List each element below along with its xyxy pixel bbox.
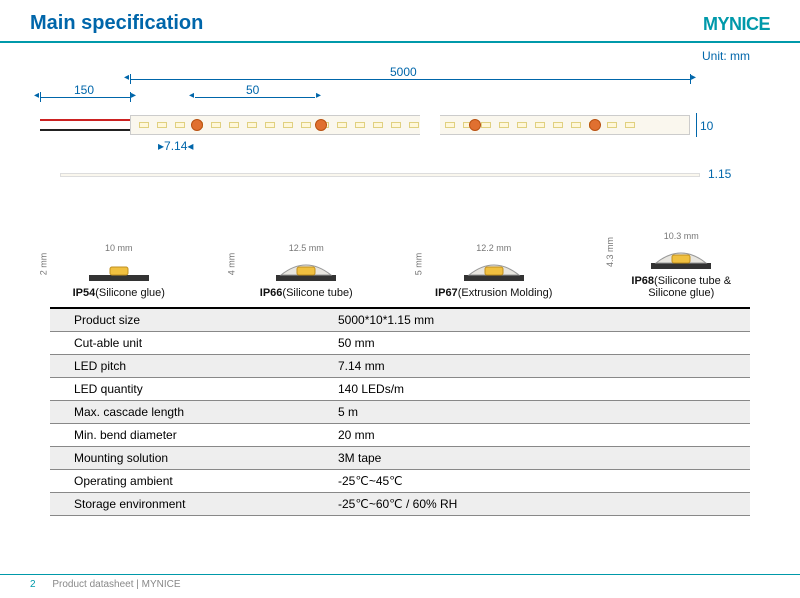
page-footer: 2 Product datasheet | MYNICE bbox=[0, 574, 800, 594]
page-title: Main specification bbox=[30, 12, 203, 35]
led-icon bbox=[139, 122, 149, 128]
led-strip bbox=[130, 113, 690, 137]
dim-line-cut bbox=[195, 97, 315, 98]
spec-key: Cut-able unit bbox=[50, 332, 330, 355]
dim-bare-thickness: 1.15 bbox=[708, 167, 731, 181]
profile-cross-section-icon bbox=[646, 241, 716, 271]
cut-mark-icon bbox=[315, 119, 327, 131]
spec-table: Product size5000*10*1.15 mmCut-able unit… bbox=[50, 307, 750, 516]
strip-break bbox=[420, 111, 440, 139]
profile-ip66: 12.5 mm4 mmIP66(Silicone tube) bbox=[238, 243, 376, 299]
page-header: Main specification MYNICE bbox=[0, 0, 800, 43]
profile-row: 10 mm2 mmIP54(Silicone glue)12.5 mm4 mmI… bbox=[0, 223, 800, 299]
footer-text: Product datasheet | MYNICE bbox=[52, 579, 180, 590]
brand-logo: MYNICE bbox=[703, 14, 770, 35]
unit-label: Unit: mm bbox=[702, 49, 750, 63]
table-row: Storage environment-25℃~60℃ / 60% RH bbox=[50, 493, 750, 516]
table-row: Operating ambient-25℃~45℃ bbox=[50, 470, 750, 493]
profile-cross-section-icon bbox=[84, 253, 154, 283]
spec-key: Min. bend diameter bbox=[50, 424, 330, 447]
cut-mark-icon bbox=[469, 119, 481, 131]
dim-strip-width: 10 bbox=[700, 119, 713, 133]
dim-total-length: 5000 bbox=[390, 65, 417, 79]
profile-height: 5 mm bbox=[413, 253, 423, 276]
table-row: Product size5000*10*1.15 mm bbox=[50, 308, 750, 332]
spec-value: -25℃~60℃ / 60% RH bbox=[330, 493, 750, 516]
profile-cross-section-icon bbox=[271, 253, 341, 283]
profile-height: 4 mm bbox=[226, 253, 236, 276]
profile-width: 10.3 mm bbox=[613, 231, 751, 241]
bare-strip bbox=[60, 173, 700, 177]
table-row: Mounting solution3M tape bbox=[50, 447, 750, 470]
profile-height: 4.3 mm bbox=[605, 237, 615, 267]
spec-key: Max. cascade length bbox=[50, 401, 330, 424]
spec-value: 20 mm bbox=[330, 424, 750, 447]
table-row: LED pitch7.14 mm bbox=[50, 355, 750, 378]
dim-cut-unit: 50 bbox=[246, 83, 259, 97]
profile-ip67: 12.2 mm5 mmIP67(Extrusion Molding) bbox=[425, 243, 563, 299]
profile-width: 12.2 mm bbox=[425, 243, 563, 253]
spec-table-body: Product size5000*10*1.15 mmCut-able unit… bbox=[50, 308, 750, 516]
cut-mark-icon bbox=[589, 119, 601, 131]
dim-led-pitch: 7.14 bbox=[164, 139, 187, 153]
table-row: Min. bend diameter20 mm bbox=[50, 424, 750, 447]
spec-value: 7.14 mm bbox=[330, 355, 750, 378]
dimension-diagram: Unit: mm 5000 150 50 ▸7.14◂ 10 1.15 bbox=[0, 43, 800, 223]
spec-key: LED pitch bbox=[50, 355, 330, 378]
dim-line-lead bbox=[40, 97, 130, 98]
table-row: Cut-able unit50 mm bbox=[50, 332, 750, 355]
profile-ip54: 10 mm2 mmIP54(Silicone glue) bbox=[50, 243, 188, 299]
spec-key: Storage environment bbox=[50, 493, 330, 516]
lead-wire-red bbox=[40, 119, 130, 121]
table-row: LED quantity140 LEDs/m bbox=[50, 378, 750, 401]
strip-body bbox=[130, 115, 690, 135]
lead-wire-black bbox=[40, 129, 130, 131]
table-row: Max. cascade length5 m bbox=[50, 401, 750, 424]
page-number: 2 bbox=[30, 579, 36, 590]
spec-key: Operating ambient bbox=[50, 470, 330, 493]
cut-mark-icon bbox=[191, 119, 203, 131]
spec-value: 50 mm bbox=[330, 332, 750, 355]
profile-height: 2 mm bbox=[38, 253, 48, 276]
profile-label: IP67(Extrusion Molding) bbox=[425, 287, 563, 299]
profile-width: 10 mm bbox=[50, 243, 188, 253]
profile-label: IP68(Silicone tube & Silicone glue) bbox=[613, 275, 751, 299]
spec-value: 5000*10*1.15 mm bbox=[330, 308, 750, 332]
profile-width: 12.5 mm bbox=[238, 243, 376, 253]
spec-key: LED quantity bbox=[50, 378, 330, 401]
profile-ip68: 10.3 mm4.3 mmIP68(Silicone tube & Silico… bbox=[613, 231, 751, 299]
profile-label: IP66(Silicone tube) bbox=[238, 287, 376, 299]
spec-value: 140 LEDs/m bbox=[330, 378, 750, 401]
spec-key: Mounting solution bbox=[50, 447, 330, 470]
dim-lead-length: 150 bbox=[74, 83, 94, 97]
pitch-arrow-r: ◂ bbox=[187, 139, 193, 153]
spec-value: -25℃~45℃ bbox=[330, 470, 750, 493]
spec-value: 3M tape bbox=[330, 447, 750, 470]
spec-value: 5 m bbox=[330, 401, 750, 424]
profile-cross-section-icon bbox=[459, 253, 529, 283]
profile-label: IP54(Silicone glue) bbox=[50, 287, 188, 299]
dim-line-total bbox=[130, 79, 690, 80]
spec-key: Product size bbox=[50, 308, 330, 332]
